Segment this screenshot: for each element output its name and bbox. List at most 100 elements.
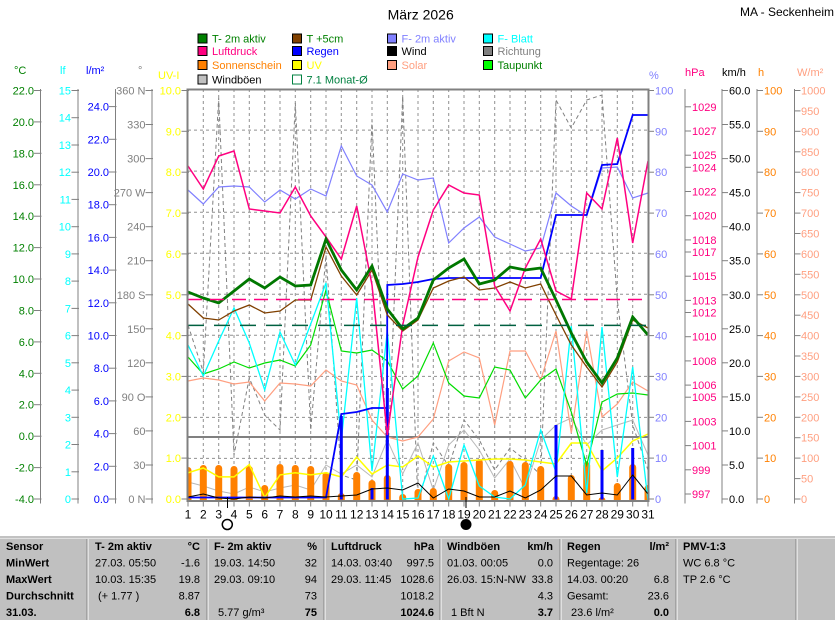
svg-text:90: 90 [655,126,667,138]
svg-text:3.0: 3.0 [166,371,181,383]
svg-text:UV-I: UV-I [158,70,179,82]
svg-text:18: 18 [442,508,456,522]
svg-text:8: 8 [65,276,71,288]
svg-text:400: 400 [801,331,819,343]
svg-text:5: 5 [246,508,253,522]
svg-text:75: 75 [305,607,317,619]
svg-text:16.0: 16.0 [13,180,34,192]
svg-text:14.03. 00:20: 14.03. 00:20 [567,574,628,586]
svg-text:31.03.: 31.03. [6,607,37,619]
svg-text:33.8: 33.8 [532,574,553,586]
svg-text:Regen: Regen [307,46,339,58]
svg-text:9: 9 [307,508,314,522]
svg-text:1015: 1015 [692,271,716,283]
svg-text:Taupunkt: Taupunkt [498,60,543,72]
svg-text:km/h: km/h [527,541,553,553]
svg-text:100: 100 [764,86,782,98]
svg-text:30: 30 [655,371,667,383]
svg-text:550: 550 [801,269,819,281]
svg-text:22.0: 22.0 [13,86,34,98]
svg-text:Richtung: Richtung [498,46,541,58]
svg-text:80: 80 [655,167,667,179]
svg-text:T- 2m aktiv: T- 2m aktiv [95,541,153,553]
svg-text:60: 60 [764,249,776,261]
svg-text:1018: 1018 [692,235,716,247]
svg-text:20.0: 20.0 [88,167,109,179]
svg-text:%: % [649,70,659,82]
svg-text:5: 5 [65,358,71,370]
svg-text:F- 2m aktiv: F- 2m aktiv [402,34,457,46]
svg-text:32: 32 [305,558,317,570]
svg-text:1027: 1027 [692,126,716,138]
svg-text:1000: 1000 [801,86,825,98]
svg-text:12: 12 [59,167,71,179]
svg-text:l/m²: l/m² [649,541,669,553]
svg-text:23.6: 23.6 [648,591,669,603]
svg-text:5.0: 5.0 [166,290,181,302]
svg-text:94: 94 [305,574,317,586]
svg-text:18.0: 18.0 [13,148,34,160]
svg-text:29: 29 [611,508,625,522]
svg-text:2: 2 [65,440,71,452]
svg-text:11: 11 [60,194,71,206]
svg-text:0: 0 [655,494,661,506]
svg-text:25.0: 25.0 [729,324,750,336]
svg-text:°C: °C [14,65,26,77]
svg-text:1012: 1012 [692,308,716,320]
svg-text:8.0: 8.0 [94,363,109,375]
svg-text:1029: 1029 [692,102,716,114]
svg-text:70: 70 [764,208,776,220]
svg-text:40: 40 [655,331,667,343]
svg-text:4: 4 [231,508,238,522]
svg-text:Durchschnitt: Durchschnitt [6,591,74,603]
svg-text:1: 1 [185,508,192,522]
svg-text:120: 120 [127,358,145,370]
svg-text:10.0: 10.0 [13,274,34,286]
svg-text:0.0: 0.0 [729,494,744,506]
svg-text:%: % [307,541,317,553]
svg-text:1 Bft N: 1 Bft N [451,607,485,619]
svg-text:20: 20 [655,412,667,424]
svg-text:17: 17 [427,508,441,522]
svg-text:12: 12 [350,508,364,522]
svg-text:TP 2.6 °C: TP 2.6 °C [683,574,731,586]
svg-text:15: 15 [59,86,71,98]
svg-text:10: 10 [319,508,333,522]
svg-text:150: 150 [801,433,819,445]
svg-text:PMV-1:3: PMV-1:3 [683,541,726,553]
svg-text:18.0: 18.0 [88,200,109,212]
svg-text:800: 800 [801,167,819,179]
svg-text:10: 10 [655,453,667,465]
svg-text:8.0: 8.0 [166,167,181,179]
svg-text:3.7: 3.7 [538,607,553,619]
svg-text:0: 0 [801,494,807,506]
svg-text:Sonnenschein: Sonnenschein [212,60,282,72]
svg-text:1020: 1020 [692,211,716,223]
svg-text:40: 40 [764,331,776,343]
svg-text:UV: UV [307,60,323,72]
svg-text:600: 600 [801,249,819,261]
svg-text:2.0: 2.0 [166,412,181,424]
svg-text:6: 6 [65,331,71,343]
svg-text:14.0: 14.0 [88,265,109,277]
svg-text:1010: 1010 [692,332,716,344]
svg-text:1028.6: 1028.6 [400,574,434,586]
svg-text:-1.6: -1.6 [181,558,200,570]
svg-text:650: 650 [801,229,819,241]
svg-text:Gesamt:: Gesamt: [567,591,609,603]
svg-text:850: 850 [801,147,819,159]
svg-text:450: 450 [801,310,819,322]
svg-text:60.0: 60.0 [729,86,750,98]
svg-text:40.0: 40.0 [729,222,750,234]
svg-text:März 2026: März 2026 [388,7,454,23]
svg-text:16: 16 [411,508,425,522]
svg-text:hPa: hPa [414,541,435,553]
svg-text:950: 950 [801,106,819,118]
svg-text:50: 50 [655,290,667,302]
svg-text:20.0: 20.0 [13,117,34,129]
svg-text:5.77 g/m³: 5.77 g/m³ [218,607,265,619]
svg-text:1018.2: 1018.2 [400,591,434,603]
svg-text:4.3: 4.3 [538,591,553,603]
svg-text:MaxWert: MaxWert [6,574,52,586]
svg-text:0.0: 0.0 [654,607,669,619]
